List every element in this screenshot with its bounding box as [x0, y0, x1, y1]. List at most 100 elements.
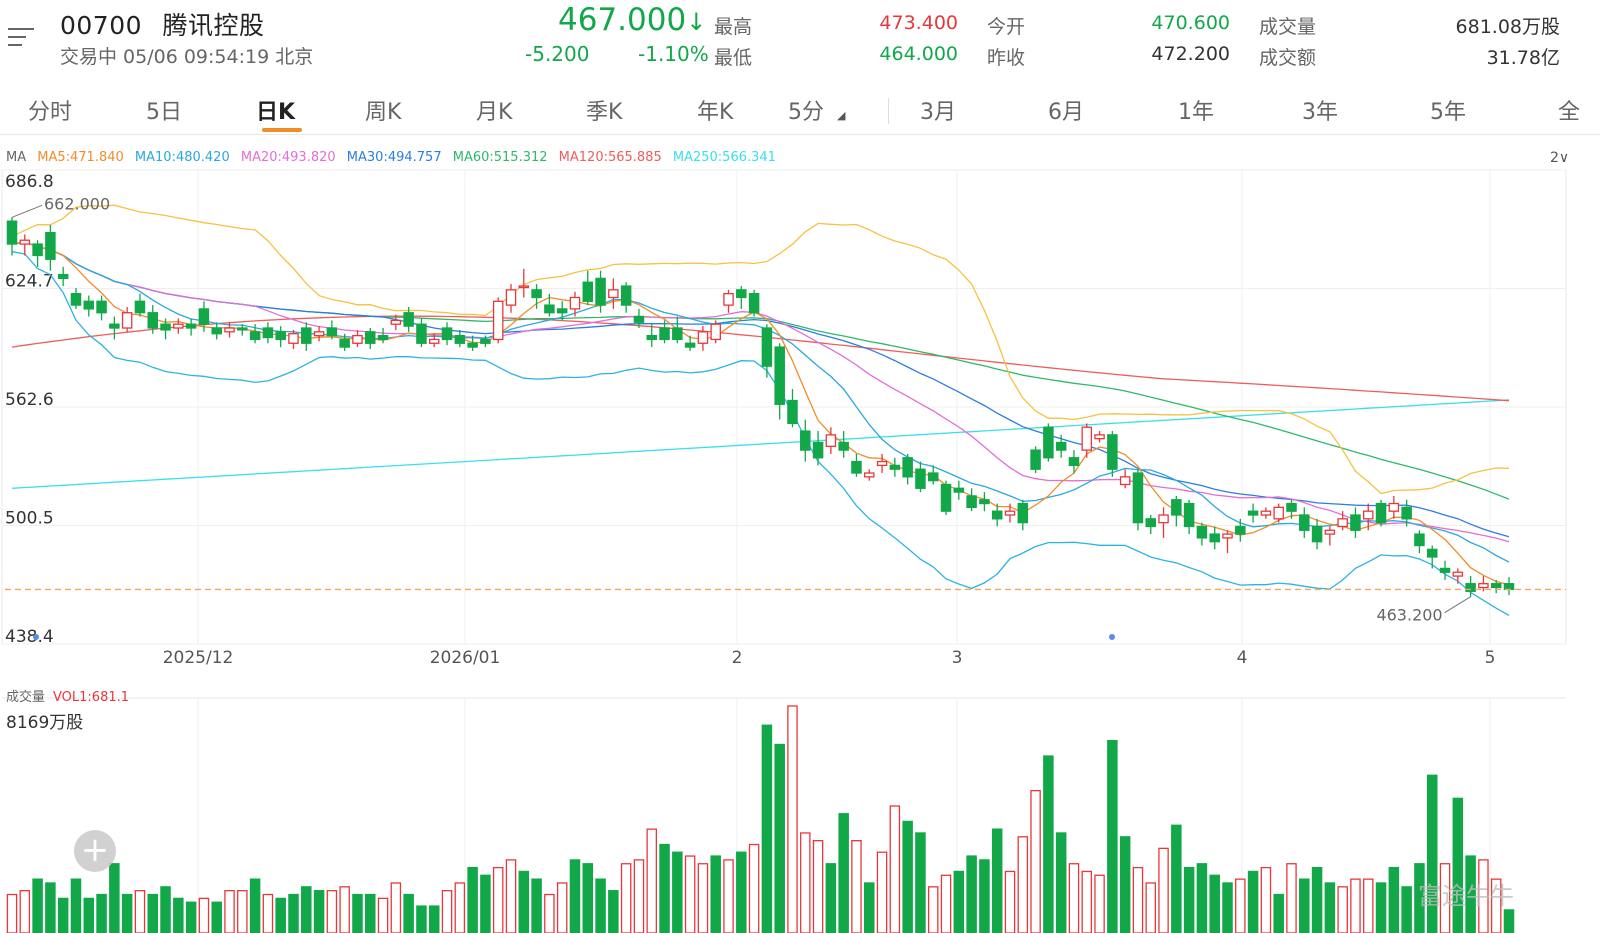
tab-intraday[interactable]: 分时 — [28, 100, 73, 125]
candle-body — [659, 327, 670, 341]
tab-weekly-k[interactable]: 周K — [365, 100, 402, 125]
volume-bar — [851, 840, 862, 933]
volume-bar — [569, 859, 581, 933]
ma120-line — [11, 315, 1510, 402]
bollinger-upper-line — [11, 204, 1510, 495]
candle-body — [915, 468, 926, 489]
volume-bar — [1004, 870, 1016, 933]
tab-daily-k[interactable]: 日K — [256, 100, 296, 125]
ma20-line — [11, 241, 1510, 543]
candle-body — [1158, 514, 1169, 524]
volume-bar — [134, 890, 146, 933]
volume-bar — [684, 855, 696, 933]
candle-body — [480, 338, 491, 344]
candle-body — [1068, 457, 1080, 467]
y-tick-label: 686.8 — [5, 172, 54, 192]
candle-body — [902, 457, 913, 478]
volume-max-label: 8169万股 — [6, 713, 84, 733]
tab-yearly-k[interactable]: 年K — [697, 100, 734, 125]
volume-bar — [1311, 866, 1323, 933]
candle-body — [1171, 499, 1182, 516]
volume-bar — [339, 886, 350, 933]
candle-body — [224, 327, 235, 333]
tab-1year[interactable]: 1年 — [1178, 100, 1214, 125]
volume-bar — [211, 901, 222, 933]
volume-bar — [428, 905, 440, 933]
volume-bar — [582, 863, 594, 933]
volume-bar — [19, 890, 31, 933]
candle-body — [1478, 583, 1489, 589]
candle-body — [838, 441, 849, 451]
volume-bar — [812, 840, 824, 933]
indicator-toggle[interactable]: 2∨ — [1550, 150, 1570, 166]
candle-body — [160, 323, 171, 331]
tab-monthly-k[interactable]: 月K — [476, 100, 513, 125]
bollinger-lower-line — [11, 251, 1510, 616]
volume-bar — [1452, 797, 1464, 933]
candle-body — [352, 334, 363, 344]
tab-all[interactable]: 全 — [1558, 100, 1581, 125]
open-label: 今开 — [987, 16, 1026, 38]
candle-body — [390, 319, 402, 325]
volume-label: 成交量 — [1259, 16, 1317, 38]
candle-body — [1004, 510, 1016, 516]
turnover-value: 31.78亿 — [1486, 47, 1560, 69]
volume-bar — [326, 890, 338, 933]
candle-body — [262, 327, 274, 339]
volume-bar — [32, 878, 43, 933]
candle-body — [1145, 518, 1156, 528]
candle-body — [326, 327, 338, 337]
high-label: 最高 — [714, 16, 753, 38]
volume-bar — [723, 859, 734, 933]
candle-body — [1375, 502, 1387, 524]
volume-bar — [761, 724, 773, 933]
tab-quarterly-k[interactable]: 季K — [586, 100, 623, 125]
volume-bar — [1158, 847, 1169, 933]
volume-bar — [403, 893, 414, 933]
candle-body — [173, 323, 184, 329]
volume-bar — [748, 843, 760, 933]
candle-body — [1311, 525, 1323, 543]
tab-3month[interactable]: 3月 — [920, 100, 956, 125]
turnover-label: 成交额 — [1259, 47, 1317, 69]
candle-body — [608, 289, 619, 299]
tab-3year[interactable]: 3年 — [1302, 100, 1338, 125]
event-marker-dot — [33, 634, 39, 640]
candle-body — [723, 293, 734, 306]
candle-body — [467, 342, 478, 348]
tab-6month[interactable]: 6月 — [1048, 100, 1084, 125]
ma-legend-title: MA — [6, 150, 27, 165]
candle-body — [1401, 506, 1412, 520]
ma60-line — [11, 241, 1510, 500]
candle-body — [633, 315, 645, 323]
x-tick-label: 2025/12 — [163, 648, 234, 668]
menu-icon[interactable] — [8, 24, 38, 52]
tab-5min[interactable]: 5分 ◢ — [788, 94, 845, 126]
last-price: 467.000↓ — [558, 2, 706, 38]
candle-body — [1235, 525, 1246, 535]
volume-bar — [6, 893, 18, 933]
volume-bar — [1055, 832, 1067, 933]
candle-body — [454, 334, 466, 344]
candle-body — [198, 308, 210, 325]
candle-body — [736, 289, 747, 299]
dropdown-corner-icon: ◢ — [837, 109, 846, 122]
candle-body — [1030, 449, 1041, 470]
candle-body — [556, 308, 568, 314]
volume-bar — [1503, 909, 1515, 933]
volume-bar — [1286, 863, 1297, 933]
candle-body — [812, 441, 824, 459]
volume-bar — [876, 851, 888, 933]
add-indicator-button[interactable]: + — [74, 830, 116, 872]
y-tick-label: 438.4 — [5, 627, 54, 647]
volume-bar — [1363, 878, 1374, 933]
candle-body — [646, 334, 657, 341]
tab-5year[interactable]: 5年 — [1430, 100, 1466, 125]
volume-bar — [185, 901, 197, 933]
volume-bar — [83, 897, 95, 933]
x-tick-label: 2026/01 — [430, 648, 501, 668]
volume-bar — [710, 855, 721, 933]
tab-5day[interactable]: 5日 — [146, 100, 182, 125]
candle-body — [492, 300, 504, 341]
